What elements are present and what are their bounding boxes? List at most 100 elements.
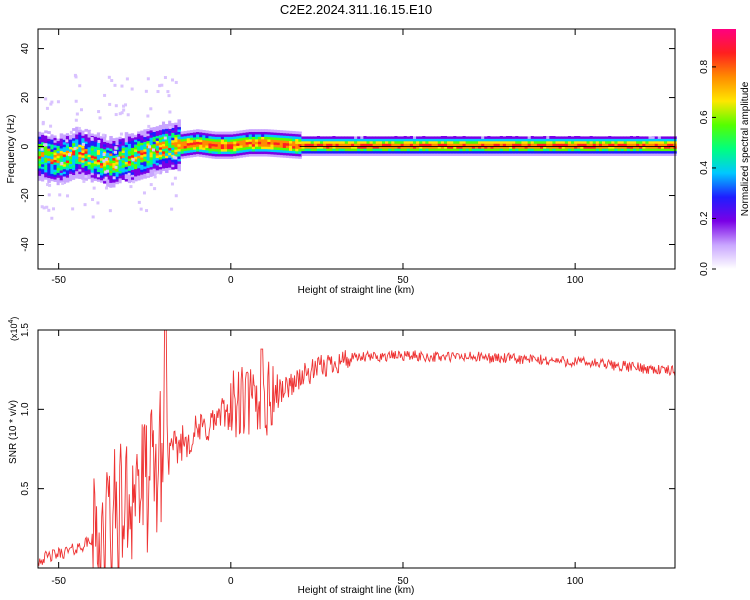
heatmap-cell: [512, 153, 516, 157]
heatmap-cell: [289, 155, 293, 159]
heatmap-cell: [261, 146, 265, 150]
heatmap-cell: [47, 155, 51, 159]
heatmap-cell: [530, 143, 535, 147]
heatmap-speck: [156, 170, 160, 174]
heatmap-cell: [134, 144, 138, 148]
heatmap-speck: [47, 208, 51, 212]
heatmap-cell: [276, 154, 281, 158]
heatmap-cell: [211, 131, 216, 135]
heatmap-cell: [580, 145, 584, 149]
heatmap-cell: [56, 155, 61, 159]
heatmap-cell: [468, 140, 473, 144]
heatmap-cell: [316, 140, 321, 144]
heatmap-speck: [74, 118, 78, 122]
heatmap-cell: [310, 140, 315, 144]
heatmap-cell: [623, 136, 628, 139]
heatmap-cell: [93, 168, 98, 172]
heatmap-cell: [196, 148, 200, 152]
heatmap-cell: [236, 147, 240, 151]
heatmap-cell: [667, 150, 671, 154]
heatmap-cell: [431, 143, 436, 147]
heatmap-cell: [75, 148, 79, 152]
heatmap-cell: [518, 133, 522, 137]
heatmap-cell: [47, 172, 51, 176]
heatmap-cell: [540, 143, 544, 147]
heatmap-cell: [422, 145, 426, 149]
heatmap-cell: [81, 169, 85, 173]
heatmap-cell: [577, 140, 581, 144]
heatmap-cell: [183, 145, 188, 149]
heatmap-cell: [118, 143, 123, 147]
heatmap-speck: [82, 179, 86, 183]
heatmap-cell: [245, 149, 250, 152]
heatmap-cell: [409, 138, 414, 142]
heatmap-cell: [87, 142, 92, 145]
heatmap-cell: [146, 170, 150, 173]
heatmap-cell: [307, 150, 312, 154]
heatmap-cell: [571, 136, 575, 139]
heatmap-cell: [400, 140, 405, 144]
heatmap-cell: [304, 150, 309, 154]
heatmap-cell: [106, 147, 110, 151]
heatmap-cell: [59, 143, 64, 147]
heatmap-cell: [134, 141, 138, 145]
heatmap-cell: [453, 143, 457, 147]
heatmap-cell: [530, 150, 535, 154]
heatmap-cell: [437, 148, 442, 152]
heatmap-cell: [50, 149, 54, 152]
heatmap-cell: [456, 148, 460, 152]
heatmap-cell: [440, 136, 445, 139]
heatmap-cell: [44, 179, 48, 183]
heatmap-cell: [158, 144, 163, 148]
heatmap-cell: [320, 143, 324, 147]
heatmap-cell: [236, 145, 240, 149]
heatmap-cell: [59, 177, 64, 181]
heatmap-cell: [530, 138, 535, 142]
heatmap-cell: [84, 128, 88, 132]
heatmap-cell: [180, 148, 185, 152]
heatmap-cell: [242, 151, 247, 155]
heatmap-cell: [121, 150, 126, 154]
heatmap-cell: [248, 146, 253, 150]
heatmap-speck: [112, 176, 116, 180]
heatmap-cell: [474, 133, 479, 137]
heatmap-cell: [149, 161, 154, 165]
heatmap-cell: [493, 138, 498, 142]
heatmap-cell: [428, 133, 432, 137]
heatmap-cell: [459, 153, 463, 157]
heatmap-cell: [654, 140, 659, 144]
heatmap-cell: [285, 150, 290, 154]
heatmap-cell: [143, 166, 147, 169]
heatmap-cell: [651, 140, 656, 144]
heatmap-cell: [509, 136, 513, 139]
heatmap-cell: [65, 167, 70, 171]
heatmap-cell: [72, 164, 76, 168]
heatmap-cell: [236, 130, 240, 134]
heatmap-cell: [261, 131, 265, 135]
heatmap-cell: [165, 121, 169, 124]
heatmap-cell: [53, 144, 57, 148]
heatmap-speck: [43, 143, 47, 147]
heatmap-speck: [171, 78, 175, 82]
heatmap-cell: [72, 174, 76, 178]
heatmap-cell: [177, 168, 181, 172]
heatmap-cell: [592, 143, 597, 147]
heatmap-cell: [626, 153, 631, 157]
heatmap-cell: [344, 143, 349, 147]
heatmap-cell: [298, 146, 302, 150]
heatmap-cell: [316, 153, 321, 157]
heatmap-cell: [130, 149, 135, 153]
heatmap-speck: [49, 124, 53, 128]
heatmap-cell: [87, 168, 92, 172]
heatmap-cell: [344, 133, 349, 137]
heatmap-cell: [81, 130, 85, 134]
heatmap-cell: [56, 170, 61, 173]
heatmap-speck: [50, 216, 54, 220]
heatmap-cell: [632, 145, 637, 149]
heatmap-speck: [40, 205, 44, 209]
heatmap-cell: [124, 144, 129, 148]
heatmap-cell: [180, 131, 185, 135]
heatmap-cell: [53, 147, 57, 151]
heatmap-speck: [172, 155, 176, 159]
heatmap-cell: [428, 140, 432, 144]
